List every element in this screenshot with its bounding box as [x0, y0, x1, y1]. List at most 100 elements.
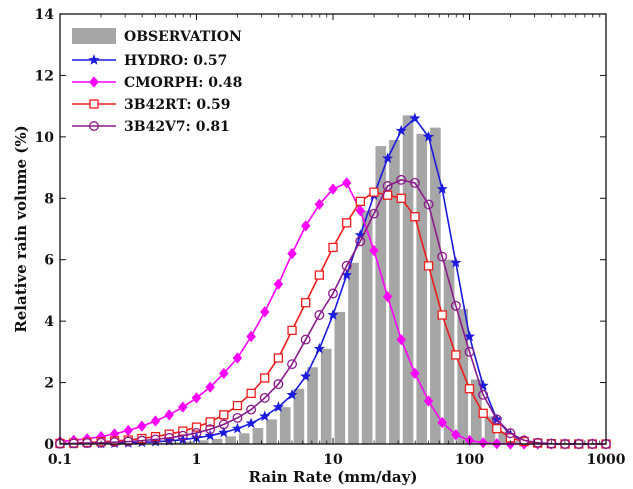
observation-bar	[252, 428, 264, 444]
observation-bar	[293, 388, 305, 444]
series-point-cmorph	[410, 367, 420, 379]
axis-ticks: 0.1 1 10 100 1000 0 2 4 6 8 10 12 14	[35, 7, 626, 468]
y-tick-label: 10	[35, 130, 55, 146]
series-point-cmorph	[437, 416, 447, 429]
series-point-3b42v7	[109, 437, 120, 448]
series-point-cmorph	[328, 183, 338, 195]
series-point-3b42rt	[273, 353, 284, 363]
series-point-cmorph	[478, 437, 488, 449]
series-point-3b42v7	[437, 251, 448, 262]
series-point-3b42rt	[423, 261, 434, 271]
series-point-hydro	[382, 152, 394, 164]
series-point-3b42v7	[314, 310, 325, 320]
series-point-3b42v7	[423, 199, 434, 210]
series-point-hydro	[395, 124, 407, 136]
legend-label-3b42v7: 3B42V7: 0.81	[124, 119, 230, 135]
series-point-3b42v7	[96, 437, 107, 448]
y-tick-label: 8	[44, 191, 54, 207]
series-point-cmorph	[369, 244, 379, 257]
series-point-3b42v7	[177, 430, 188, 441]
series-point-cmorph	[178, 401, 188, 413]
series-point-hydro	[300, 370, 312, 382]
series-point-cmorph	[382, 290, 393, 303]
x-tick-label: 1	[192, 452, 202, 468]
y-axis-label: Relative rain volume (%)	[12, 125, 30, 332]
series-point-hydro	[436, 183, 448, 194]
series-point-cmorph	[341, 177, 352, 189]
observation-bar	[238, 433, 250, 444]
series-point-3b42v7	[82, 438, 93, 449]
observation-bar	[457, 308, 469, 444]
series-point-cmorph	[246, 330, 256, 343]
series-point-cmorph	[300, 220, 311, 232]
series-point-3b42v7	[300, 334, 311, 345]
series-point-hydro	[409, 112, 421, 124]
series-point-3b42rt	[451, 350, 461, 360]
legend: OBSERVATION HYDRO: 0.57 CMORPH: 0.48 3B42RT…	[72, 28, 242, 135]
observation-bar	[334, 311, 346, 444]
observation-bar	[511, 440, 523, 444]
series-point-3b42rt	[301, 298, 311, 308]
x-tick-label: 0.1	[48, 452, 72, 468]
series-point-cmorph	[260, 306, 270, 318]
observation-bar	[348, 262, 359, 444]
x-tick-label: 1000	[587, 452, 626, 468]
y-tick-label: 0	[44, 437, 54, 453]
observation-bar	[198, 440, 209, 444]
series-point-3b42rt	[478, 408, 488, 418]
observation-bar	[498, 431, 509, 444]
series-lines	[54, 112, 612, 450]
y-tick-label: 12	[35, 68, 54, 84]
series-point-cmorph	[137, 420, 147, 432]
series-point-3b42v7	[368, 208, 379, 219]
series-point-3b42v7	[505, 428, 516, 439]
series-point-3b42v7	[205, 424, 216, 435]
y-tick-label: 2	[44, 376, 54, 392]
observation-bar	[402, 115, 414, 444]
observation-bar	[443, 259, 455, 444]
x-tick-label: 10	[323, 452, 343, 468]
series-point-3b42v7	[450, 300, 461, 311]
observation-bar	[484, 416, 496, 444]
series-point-hydro	[245, 417, 257, 429]
series-point-cmorph	[355, 204, 366, 217]
series-point-3b42v7	[259, 392, 270, 403]
series-point-3b42v7	[478, 389, 489, 400]
series-point-3b42v7	[232, 412, 243, 423]
series-point-3b42v7	[218, 419, 229, 430]
series-point-hydro	[272, 401, 284, 412]
series-point-hydro	[286, 389, 298, 400]
series-point-3b42v7	[355, 236, 366, 247]
x-axis-label: Rain Rate (mm/day)	[249, 468, 418, 486]
series-point-cmorph	[164, 409, 174, 421]
series-point-3b42v7	[287, 359, 298, 370]
series-point-cmorph	[123, 424, 133, 437]
y-tick-label: 14	[35, 7, 55, 23]
series-point-hydro	[422, 131, 435, 142]
series-point-3b42rt	[260, 373, 270, 383]
y-tick-label: 4	[44, 314, 54, 330]
series-line-hydro	[60, 117, 606, 445]
series-point-3b42v7	[273, 379, 284, 390]
series-point-3b42v7	[382, 181, 393, 191]
series-point-3b42v7	[396, 174, 407, 185]
series-point-3b42rt	[287, 325, 297, 336]
legend-label-3b42rt: 3B42RT: 0.59	[124, 97, 231, 113]
observation-bar	[375, 146, 387, 445]
series-point-cmorph	[451, 429, 461, 441]
series-point-3b42v7	[409, 177, 420, 188]
legend-swatch-observation	[72, 28, 116, 44]
series-point-cmorph	[232, 352, 243, 364]
series-point-cmorph	[287, 247, 297, 260]
series-point-cmorph	[219, 367, 229, 379]
series-point-cmorph	[396, 333, 406, 346]
observation-bars	[143, 115, 537, 445]
series-point-3b42rt	[314, 270, 324, 280]
series-point-hydro	[218, 426, 230, 438]
series-point-3b42v7	[532, 437, 543, 448]
legend-label-observation: OBSERVATION	[124, 29, 242, 45]
series-point-3b42v7	[328, 288, 338, 299]
observation-bar	[225, 436, 236, 444]
legend-label-hydro: HYDRO: 0.57	[124, 53, 227, 69]
